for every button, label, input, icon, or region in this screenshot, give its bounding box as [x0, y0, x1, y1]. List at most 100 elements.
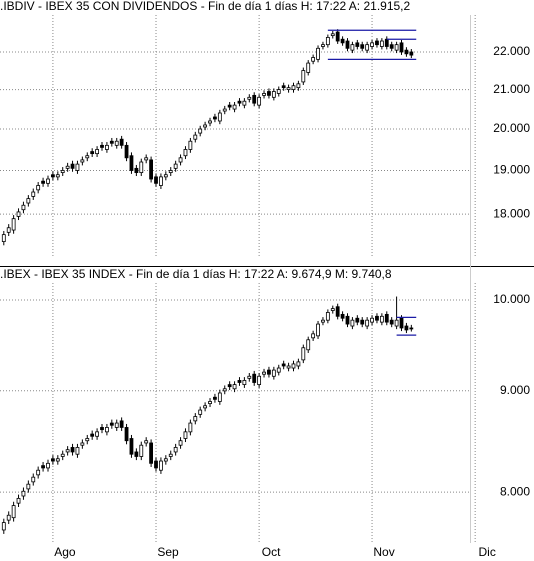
- candle-body: [242, 380, 247, 385]
- candle-body: [237, 380, 242, 383]
- candle-body: [335, 306, 340, 317]
- candle-body: [134, 167, 139, 174]
- candle-body: [168, 170, 173, 174]
- candle-body: [193, 134, 198, 140]
- candle-body: [330, 33, 335, 37]
- candle-body: [296, 83, 301, 89]
- candle-body: [203, 405, 208, 409]
- candle-body: [330, 308, 335, 311]
- candle-body: [227, 104, 232, 108]
- candle-body: [51, 174, 55, 178]
- candle-body: [208, 120, 212, 124]
- candle-body: [325, 312, 330, 321]
- candle-body: [306, 62, 311, 73]
- candle-body: [213, 396, 217, 400]
- candle-body: [345, 315, 350, 325]
- candle-body: [60, 170, 65, 174]
- candle-body: [198, 409, 203, 415]
- candle-body: [41, 180, 45, 184]
- candle-body: [119, 420, 124, 428]
- candle-body: [90, 151, 95, 155]
- candle-body: [379, 40, 384, 47]
- candle-body: [11, 218, 16, 231]
- candle-body: [389, 319, 394, 325]
- candle-body: [252, 373, 257, 383]
- candle-body: [311, 57, 316, 62]
- candle-body: [1, 522, 6, 531]
- candle-body: [21, 490, 26, 497]
- candle-body: [26, 198, 31, 204]
- candle-body: [247, 96, 252, 100]
- candle-body: [370, 42, 374, 47]
- candle-body: [21, 204, 26, 211]
- candle-body: [55, 174, 60, 178]
- candle-body: [193, 416, 198, 422]
- candle-body: [399, 317, 404, 329]
- candle-body: [232, 104, 237, 110]
- candle-body: [301, 70, 306, 83]
- candle-body: [119, 138, 124, 146]
- candle-body: [355, 42, 360, 47]
- candle-body: [222, 108, 227, 112]
- candle-body: [139, 161, 144, 174]
- candle-body: [114, 140, 119, 146]
- candle-body: [365, 44, 370, 51]
- candle-body: [306, 339, 311, 351]
- candle-body: [296, 361, 301, 367]
- candle-body: [114, 422, 119, 428]
- candle-body: [404, 49, 409, 55]
- candle-body: [55, 458, 60, 462]
- candle-body: [139, 444, 144, 457]
- candle-body: [217, 112, 222, 122]
- candle-body: [291, 85, 296, 90]
- candle-body: [375, 40, 379, 46]
- candle-body: [394, 319, 399, 327]
- candle-body: [360, 44, 365, 49]
- candle-body: [134, 451, 139, 457]
- x-tick-label: Ago: [54, 545, 76, 559]
- candle-body: [340, 38, 345, 44]
- y-tick-label: 8.000: [500, 484, 530, 498]
- candle-body: [281, 363, 286, 367]
- candle-body: [95, 431, 99, 437]
- candle-body: [173, 163, 178, 169]
- candle-body: [129, 155, 134, 171]
- candle-body: [276, 367, 281, 373]
- candle-body: [286, 87, 291, 90]
- candle-body: [16, 211, 21, 217]
- candle-body: [173, 447, 178, 453]
- candle-body: [80, 159, 85, 163]
- candle-body: [90, 433, 95, 437]
- candle-body: [325, 37, 330, 46]
- candle-body: [409, 327, 414, 330]
- candle-body: [247, 375, 252, 379]
- candle-body: [31, 191, 36, 197]
- candle-body: [335, 31, 340, 42]
- candle-body: [168, 453, 173, 457]
- candle-body: [237, 100, 242, 104]
- panel-title: .IBDIV - IBEX 35 CON DIVIDENDOS - Fin de…: [0, 0, 411, 13]
- candle-body: [109, 422, 114, 426]
- candle-body: [85, 155, 90, 159]
- candle-body: [163, 458, 168, 462]
- candle-body: [316, 47, 320, 60]
- candle-body: [257, 375, 262, 385]
- candle-body: [159, 460, 163, 471]
- candle-body: [355, 317, 360, 323]
- candle-body: [75, 163, 80, 171]
- candle-body: [360, 319, 365, 325]
- candle-body: [252, 94, 257, 104]
- candle-body: [281, 85, 286, 89]
- candle-body: [65, 449, 70, 453]
- candle-body: [60, 453, 65, 457]
- candle-body: [41, 465, 45, 469]
- candle-body: [144, 157, 149, 161]
- candle-body: [178, 440, 183, 446]
- y-tick-label: 19.000: [493, 163, 530, 177]
- candle-body: [70, 163, 75, 169]
- candle-body: [31, 476, 36, 483]
- candle-body: [222, 388, 227, 392]
- candle-body: [65, 165, 70, 169]
